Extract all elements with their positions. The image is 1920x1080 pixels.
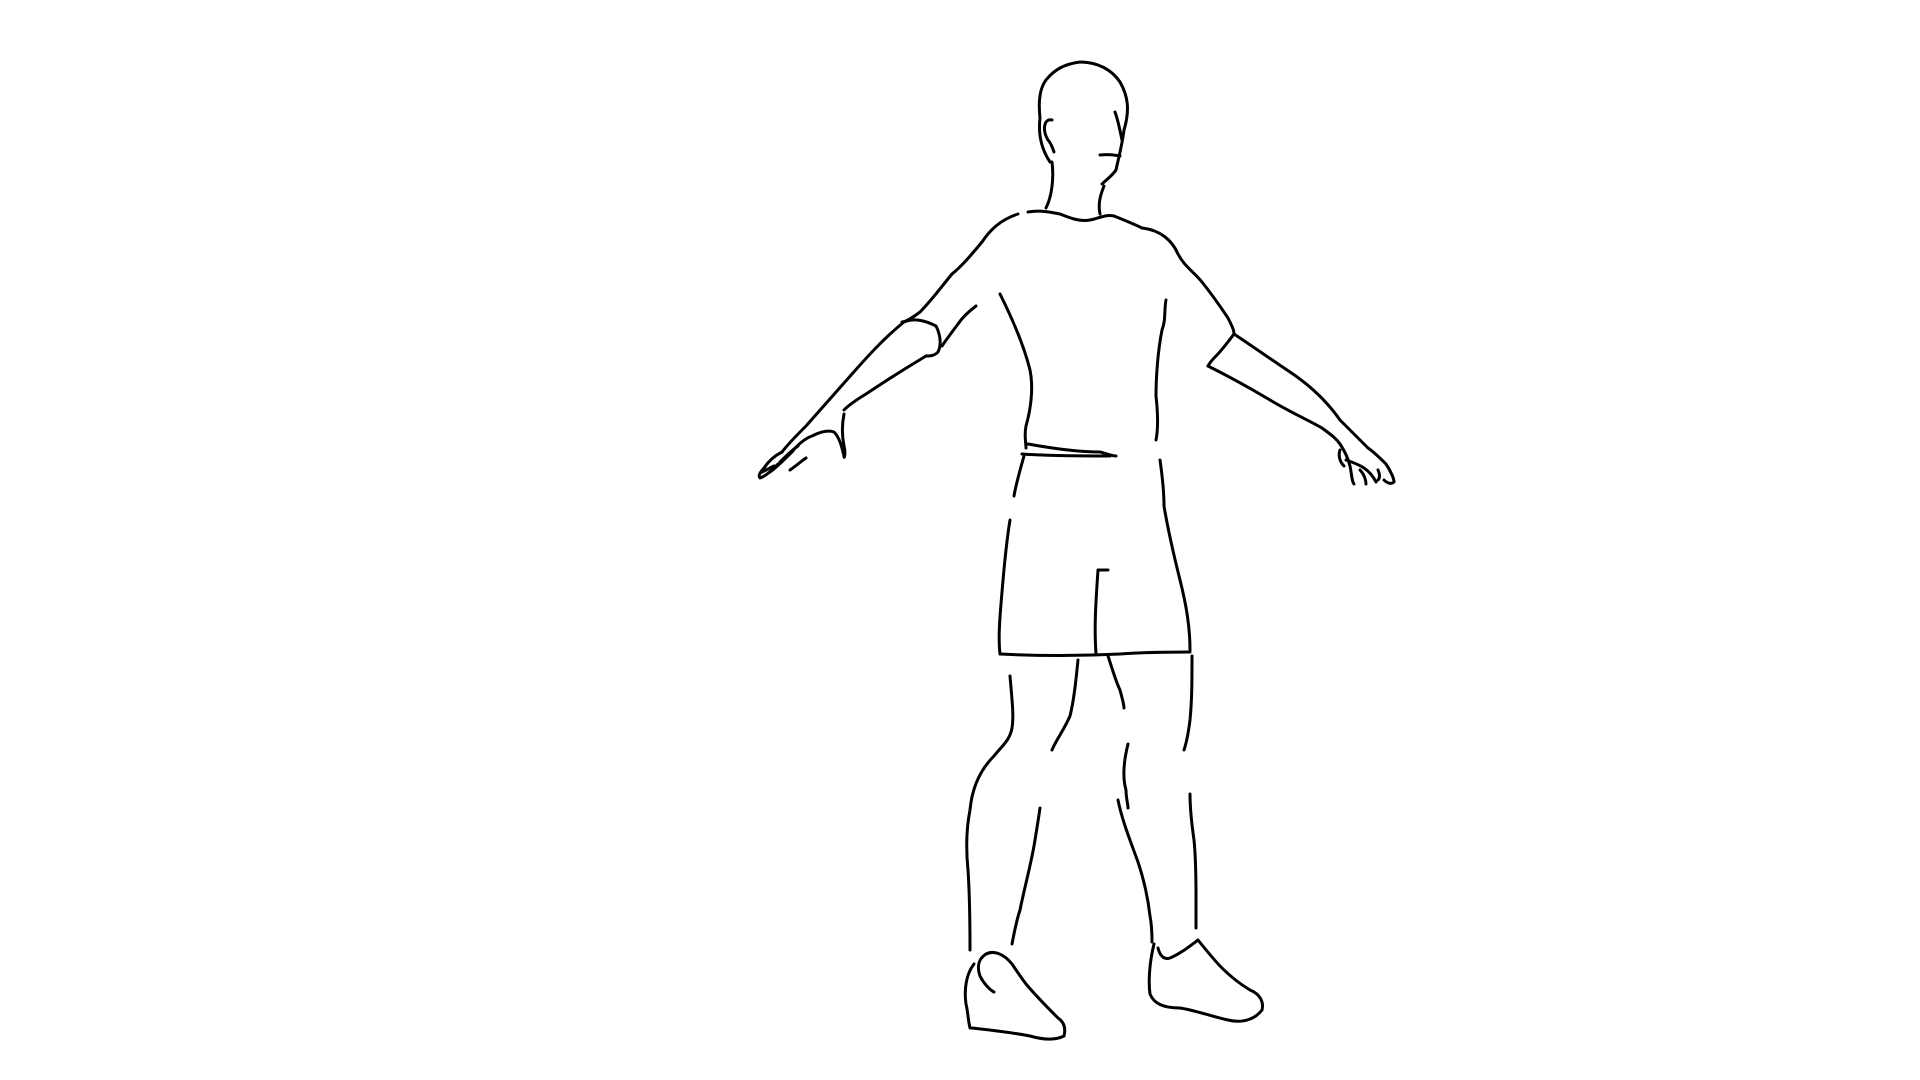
left-shin	[1010, 806, 1042, 946]
shirt-hem	[1026, 442, 1118, 458]
right-shin-back	[1116, 798, 1154, 944]
right-knee	[1122, 742, 1130, 810]
left-upper-arm-bottom	[842, 354, 928, 412]
left-arm	[757, 320, 928, 480]
shirt-left-inner	[940, 304, 978, 348]
shirt-right-side	[1154, 298, 1168, 442]
shoes	[963, 938, 1264, 1041]
shorts-left-side	[997, 454, 1026, 656]
shorts-right-side	[1158, 458, 1192, 652]
right-leg-inner	[1106, 654, 1126, 710]
right-shoe	[1147, 938, 1264, 1023]
shorts	[997, 452, 1192, 657]
shirt-left-shoulder	[900, 212, 1020, 324]
left-sleeve-cuff	[902, 318, 942, 358]
left-leg	[965, 658, 1080, 952]
right-fingers	[1337, 448, 1381, 482]
head	[1037, 60, 1129, 216]
right-hand	[1338, 442, 1396, 486]
shorts-waist	[1020, 452, 1112, 458]
right-shin-front	[1188, 792, 1198, 930]
shorts-hem	[998, 650, 1192, 657]
left-leg-inner	[1050, 658, 1080, 752]
right-sleeve-cuff	[1206, 332, 1236, 368]
left-fingers	[760, 444, 808, 474]
shorts-inseam	[1093, 568, 1110, 656]
shirt-right-shoulder	[1140, 226, 1236, 336]
collar	[1026, 209, 1144, 230]
shirt	[900, 209, 1236, 458]
shirt-left-side	[998, 292, 1034, 450]
left-shoe	[963, 950, 1067, 1041]
left-upper-arm-top	[780, 320, 906, 454]
right-leg	[1106, 654, 1198, 944]
ear	[1043, 118, 1056, 154]
right-upper-arm-top	[1232, 332, 1370, 450]
nose-line	[1113, 110, 1124, 142]
neck-right	[1097, 184, 1106, 216]
neck-left	[1044, 160, 1055, 210]
left-leg-outer	[965, 674, 1015, 952]
right-arm	[1206, 332, 1396, 486]
mouth-line	[1098, 153, 1122, 158]
head-outline	[1037, 60, 1129, 186]
right-upper-arm-bottom	[1206, 364, 1342, 446]
right-leg-outer	[1182, 654, 1194, 752]
